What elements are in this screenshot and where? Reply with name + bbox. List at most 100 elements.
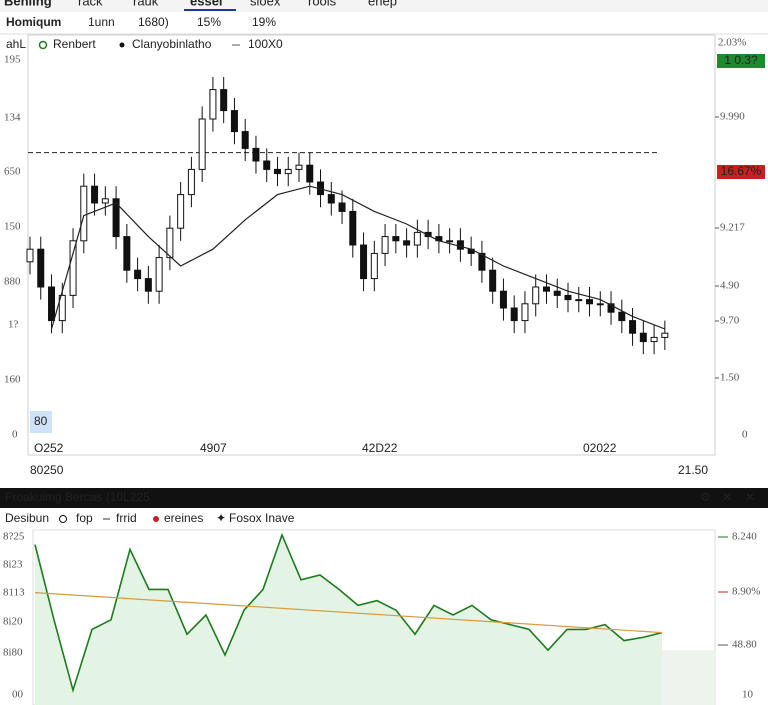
price-badge: [717, 54, 765, 68]
candle-body: [413, 231, 421, 246]
y-label: 8i23: [3, 559, 23, 571]
candle-body: [607, 303, 615, 313]
legend-icon: [38, 40, 48, 50]
y-label: 00: [12, 689, 24, 701]
candle-body: [220, 89, 228, 112]
legend-entry: frrid: [116, 511, 137, 525]
candle-body: [596, 303, 604, 306]
y-label: 650: [4, 166, 21, 178]
candle-body: [284, 168, 292, 175]
y-label: 4.90: [720, 280, 740, 292]
candle-body: [349, 210, 357, 246]
tab[interactable]: rools: [308, 0, 337, 8]
candle-body: [295, 164, 303, 170]
tab[interactable]: rauk: [133, 0, 159, 8]
candle-body: [424, 231, 432, 238]
candle-body: [166, 227, 174, 259]
footer-label: 80250: [30, 463, 64, 477]
candle-body: [661, 332, 669, 338]
legend-icon: [153, 516, 159, 522]
y-label: 9.990: [720, 111, 745, 123]
candle-body: [101, 198, 109, 204]
candle-body: [69, 240, 77, 296]
candle-body: [134, 269, 142, 280]
y-label: 880: [4, 276, 21, 288]
plot-frame: [27, 34, 716, 456]
y-label: 1?: [8, 319, 19, 331]
series-line: [34, 592, 663, 634]
candle-body: [370, 252, 378, 280]
candle-body: [510, 307, 518, 322]
symbol: Homiqum: [6, 15, 61, 29]
icon-settings[interactable]: ⚙: [700, 490, 711, 504]
y-label: 8i20: [3, 616, 23, 628]
y-label: 2.03%: [718, 37, 746, 49]
candle-body: [252, 147, 260, 162]
x-label: O252: [34, 441, 64, 455]
icon-close[interactable]: ✕: [722, 490, 732, 504]
y-label: 134: [4, 112, 21, 124]
candle-body: [564, 294, 572, 301]
y-label: 8.240: [732, 531, 757, 543]
header-item: 19%: [252, 15, 276, 29]
candle-body: [575, 299, 583, 302]
candle-body: [532, 286, 540, 305]
candle-body: [209, 89, 217, 120]
candle-body: [489, 269, 497, 292]
candle-body: [306, 164, 314, 183]
candle-body: [177, 194, 185, 229]
candle-body: [155, 257, 163, 292]
candle-body: [456, 240, 464, 250]
candle-body: [263, 160, 271, 170]
y-label: 10: [742, 689, 754, 701]
price-badge: [717, 165, 765, 179]
panel-title-bar: [0, 488, 768, 508]
y-label: 48.80: [732, 639, 757, 651]
y-label: 0: [742, 429, 748, 441]
y-label: 8i80: [3, 647, 23, 659]
price-badge-text: 1 0.3?: [724, 53, 758, 67]
candle-body: [123, 236, 131, 271]
candle-body: [553, 290, 561, 296]
candle-body: [144, 278, 152, 292]
y-label: 160: [4, 374, 21, 386]
footer-label: 21.50: [678, 463, 708, 477]
candle-body: [91, 185, 99, 204]
tab[interactable]: Beniing: [4, 0, 52, 8]
tab[interactable]: rack: [78, 0, 103, 8]
header-item: 15%: [197, 15, 221, 29]
legend-value: 100X0: [248, 37, 283, 51]
candle-body: [37, 248, 45, 288]
candle-body: [650, 336, 658, 343]
y-label: 150: [4, 221, 21, 233]
legend-entry: Fosox Inave: [229, 511, 295, 525]
left-badge: [30, 411, 52, 433]
candle-body: [338, 202, 346, 212]
candle-body: [542, 286, 550, 292]
icon-close[interactable]: ✕: [745, 490, 755, 504]
candle-body: [273, 168, 281, 175]
legend-entry: ereines: [164, 511, 203, 525]
y-label: 195: [4, 54, 21, 66]
price-badge-text: 16.67%: [721, 164, 762, 178]
panel-frame: [32, 529, 716, 705]
moving-average: [50, 185, 666, 330]
series-line: [34, 532, 663, 694]
x-label: 02022: [583, 441, 617, 455]
candle-body: [112, 198, 120, 238]
candle-body: [241, 131, 249, 149]
left-badge-text: 80: [34, 414, 48, 428]
candle-body: [48, 286, 56, 322]
candle-body: [26, 248, 34, 263]
tab[interactable]: sloex: [250, 0, 281, 8]
y-label: 9.217: [720, 222, 745, 234]
candle-body: [58, 294, 66, 322]
y-label: 0: [12, 429, 18, 441]
y-label: 8?25: [3, 531, 25, 543]
tab-active[interactable]: essel: [190, 0, 223, 8]
candle-body: [446, 240, 454, 243]
tab[interactable]: enep: [368, 0, 397, 8]
candle-body: [392, 236, 400, 242]
